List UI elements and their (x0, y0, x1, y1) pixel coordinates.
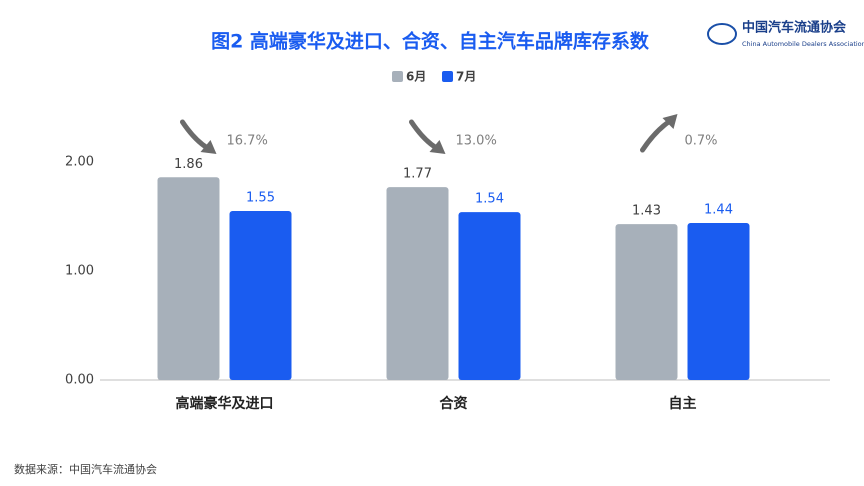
bar (386, 187, 449, 380)
x-tick-label: 自主 (669, 395, 697, 412)
logo: 中国汽车流通协会 China Automobile Dealers Associ… (707, 20, 864, 48)
value-label: 1.43 (632, 204, 661, 219)
chart-title: 图2 高端豪华及进口、合资、自主汽车品牌库存系数 (211, 30, 650, 53)
change-label: 16.7% (227, 134, 268, 149)
trend-arrow (409, 119, 439, 151)
trend-arrow-head (200, 140, 217, 154)
x-tick-label: 合资 (440, 395, 468, 412)
x-tick-label: 高端豪华及进口 (176, 395, 274, 412)
y-tick-label: 2.00 (65, 155, 94, 170)
trend-arrow-head (662, 114, 678, 129)
bar (615, 224, 678, 380)
value-label: 1.54 (475, 192, 504, 207)
legend-swatch (442, 71, 453, 82)
trend-arrow (180, 119, 210, 151)
logo-subtitle: China Automobile Dealers Association (742, 40, 864, 48)
value-label: 1.55 (246, 191, 275, 206)
change-label: 0.7% (685, 134, 718, 149)
legend-label: 6月 (406, 70, 426, 84)
logo-name: 中国汽车流通协会 (742, 20, 847, 36)
logo-icon (707, 23, 737, 45)
bar (458, 212, 521, 380)
y-tick-label: 0.00 (65, 373, 94, 388)
source: 数据来源：中国汽车流通协会 (14, 462, 157, 476)
value-label: 1.77 (403, 167, 432, 182)
change-label: 13.0% (456, 134, 497, 149)
bar (229, 211, 292, 380)
legend-swatch (392, 71, 403, 82)
trend-arrow-head (429, 140, 446, 154)
bar (687, 223, 750, 380)
value-label: 1.44 (704, 203, 733, 218)
trend-arrow (640, 119, 671, 153)
value-label: 1.86 (174, 157, 203, 172)
y-tick-label: 1.00 (65, 264, 94, 279)
legend-label: 7月 (456, 70, 476, 84)
bar (157, 177, 220, 380)
